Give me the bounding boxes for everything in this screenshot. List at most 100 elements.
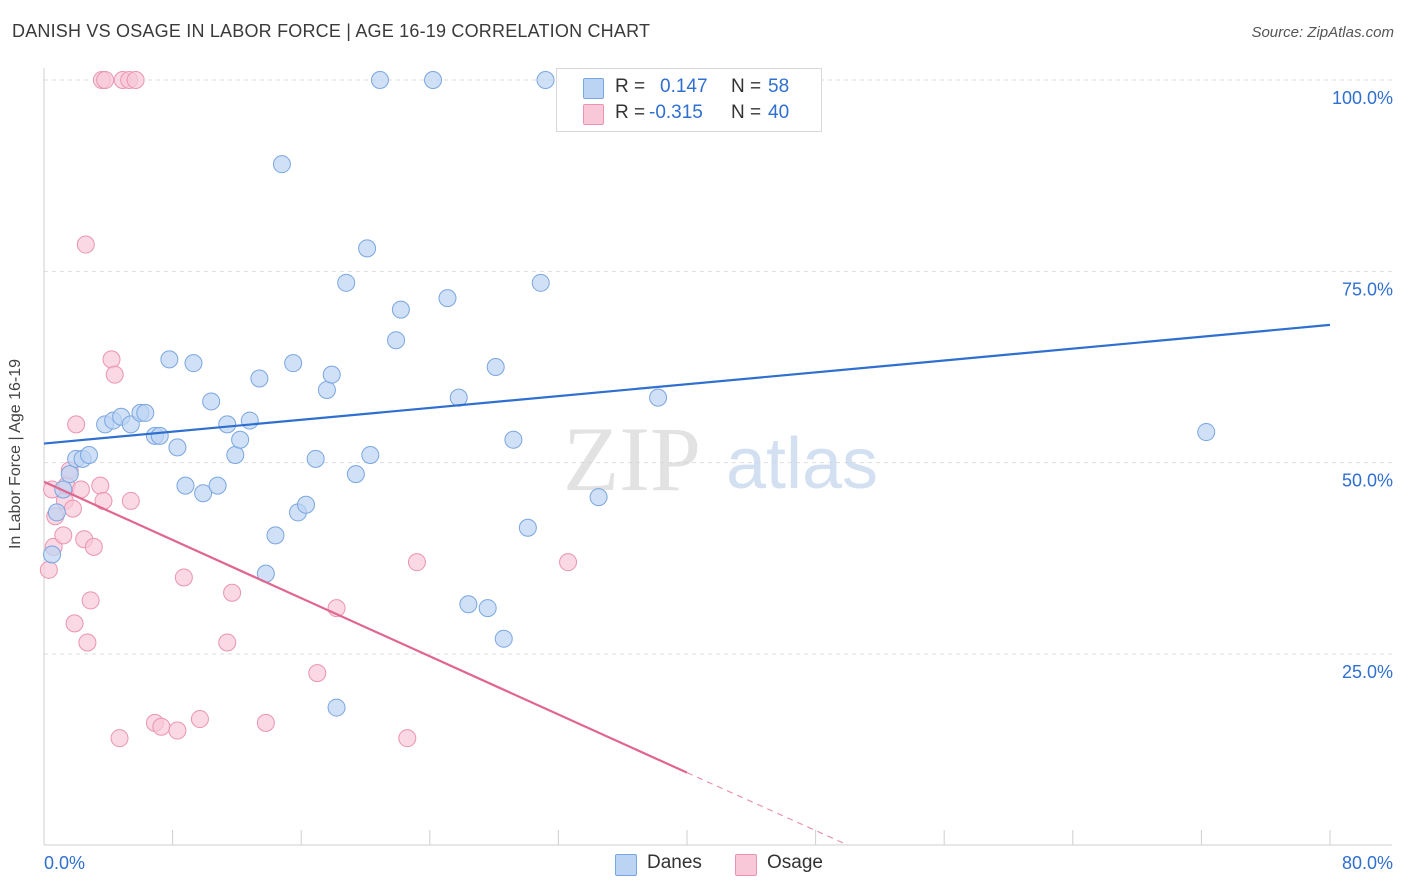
danes-point [536,71,555,89]
y-tick-label: 50.0% [1342,471,1393,491]
osage-point [105,365,124,384]
danes-point [176,476,195,495]
danes-point [284,354,303,373]
danes-n-value: 58 [768,76,790,97]
osage-r-value: -0.315 [649,102,703,123]
danes-point [168,438,187,457]
source-attribution: Source: ZipAtlas.com [1251,24,1394,41]
danes-point [449,388,468,407]
danes-point [184,354,203,373]
danes-trend-line [43,323,1331,445]
danes-point [486,358,505,376]
danes-point [337,273,356,292]
osage-point [102,350,121,369]
osage-point [110,729,129,748]
watermark: ZIP atlas [563,408,878,510]
danes-n-label: N = [731,76,762,97]
danes-point [424,71,443,89]
danes-r-value: 0.147 [660,76,708,97]
osage-point [84,537,103,556]
danes-point [531,273,550,292]
danes-point [494,629,513,648]
osage-trend-extrapolation [686,772,848,846]
osage-point [174,568,193,587]
osage-point [63,499,82,518]
danes-point [459,595,478,614]
legend-row-osage: R = -0.315 N = 40 [557,101,821,127]
osage-point [168,721,187,740]
danes-point [1197,423,1216,442]
osage-n-value: 40 [768,102,790,123]
danes-point [478,599,497,618]
danes-point [518,518,537,537]
osage-r-label: R = [615,102,646,123]
osage-point [218,633,237,652]
correlation-legend: R = 0.147 N = 58 R = -0.315 N = 40 [556,68,822,132]
osage-point [54,526,73,545]
osage-point [67,415,86,434]
osage-swatch [583,104,604,125]
axes [43,68,1392,846]
danes-point [272,155,291,174]
danes-point [297,495,316,514]
osage-point [407,553,426,572]
danes-point [47,503,66,522]
osage-point [256,713,275,732]
osage-legend-label: Osage [767,852,823,873]
danes-point [121,415,140,434]
danes-point [218,415,237,434]
danes-swatch [583,78,604,99]
osage-point [559,553,578,572]
danes-point [322,365,341,384]
danes-legend-label: Danes [647,852,702,873]
osage-point [39,560,58,579]
y-tick-label: 75.0% [1342,279,1393,299]
danes-point [136,403,155,422]
danes-point [194,484,213,503]
danes-point [361,446,380,465]
osage-point [126,71,145,89]
danes-point [387,331,406,350]
danes-point [649,388,668,407]
osage-point [121,491,140,510]
y-tick-label: 100.0% [1332,88,1393,108]
osage-legend-swatch [735,854,757,876]
danes-r-label: R = [615,76,646,97]
trend-lines [43,323,1331,846]
legend-row-danes: R = 0.147 N = 58 [557,75,821,101]
osage-point [65,614,84,633]
osage-point [91,476,110,495]
danes-point [208,476,227,495]
danes-point [150,426,169,445]
danes-point [358,239,377,258]
danes-legend-swatch [615,854,637,876]
osage-trend-line [43,480,688,774]
y-tick-label: 25.0% [1342,662,1393,682]
osage-point [223,583,242,602]
osage-point [96,71,115,89]
danes-point [589,488,608,507]
y-axis-label: In Labor Force | Age 16-19 [7,358,24,550]
danes-point [391,300,410,319]
osage-point [78,633,97,652]
danes-point [43,545,62,564]
osage-point [398,729,417,748]
danes-point [250,369,269,388]
danes-point [60,465,79,484]
osage-point [308,664,327,683]
osage-n-label: N = [731,102,762,123]
grid-lines [44,79,1392,655]
danes-point [504,430,523,449]
danes-point [202,392,221,411]
osage-point [152,717,171,736]
osage-point [76,235,95,254]
danes-point [266,526,285,545]
watermark-atlas: atlas [726,424,878,504]
danes-point [370,71,389,89]
danes-points [43,71,1216,717]
watermark-zip: ZIP [563,408,701,510]
danes-point [346,465,365,484]
x-tick-label-min: 0.0% [44,853,85,873]
danes-point [327,698,346,717]
